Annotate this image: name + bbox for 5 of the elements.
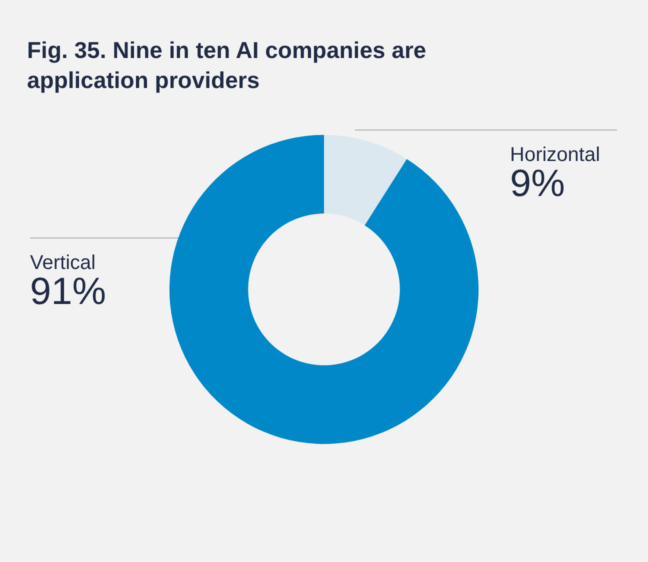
slice-label: Vertical bbox=[30, 252, 96, 274]
data-label: 9% bbox=[510, 163, 565, 205]
slice-label: Horizontal bbox=[510, 144, 600, 166]
data-label: 91% bbox=[30, 271, 106, 313]
chart-title: Fig. 35. Nine in ten AI companies are application providers bbox=[27, 37, 426, 93]
